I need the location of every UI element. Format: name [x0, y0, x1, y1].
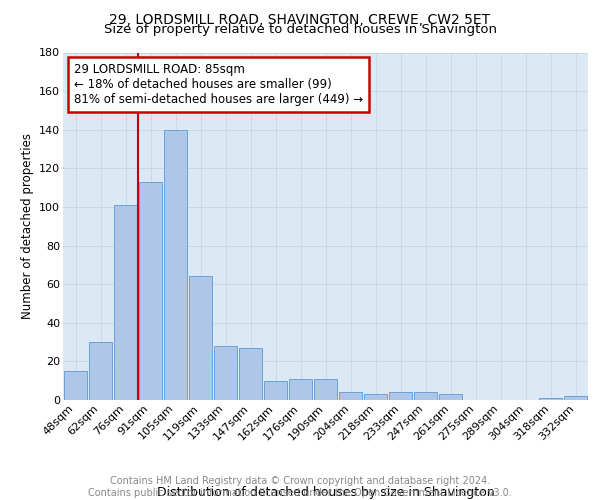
- Y-axis label: Number of detached properties: Number of detached properties: [20, 133, 34, 320]
- Bar: [239, 348, 262, 400]
- Bar: [389, 392, 412, 400]
- Bar: [314, 379, 337, 400]
- Bar: [289, 379, 312, 400]
- Bar: [64, 371, 87, 400]
- Bar: [164, 130, 187, 400]
- Text: 29, LORDSMILL ROAD, SHAVINGTON, CREWE, CW2 5ET: 29, LORDSMILL ROAD, SHAVINGTON, CREWE, C…: [109, 12, 491, 26]
- Bar: [264, 380, 287, 400]
- Bar: [414, 392, 437, 400]
- Bar: [539, 398, 562, 400]
- Bar: [439, 394, 462, 400]
- Bar: [364, 394, 387, 400]
- Bar: [89, 342, 112, 400]
- Bar: [214, 346, 237, 400]
- Text: Contains HM Land Registry data © Crown copyright and database right 2024.
Contai: Contains HM Land Registry data © Crown c…: [88, 476, 512, 498]
- Text: Size of property relative to detached houses in Shavington: Size of property relative to detached ho…: [104, 24, 497, 36]
- Bar: [189, 276, 212, 400]
- X-axis label: Distribution of detached houses by size in Shavington: Distribution of detached houses by size …: [157, 486, 494, 499]
- Text: 29 LORDSMILL ROAD: 85sqm
← 18% of detached houses are smaller (99)
81% of semi-d: 29 LORDSMILL ROAD: 85sqm ← 18% of detach…: [74, 63, 362, 106]
- Bar: [139, 182, 162, 400]
- Bar: [114, 205, 137, 400]
- Bar: [564, 396, 587, 400]
- Bar: [339, 392, 362, 400]
